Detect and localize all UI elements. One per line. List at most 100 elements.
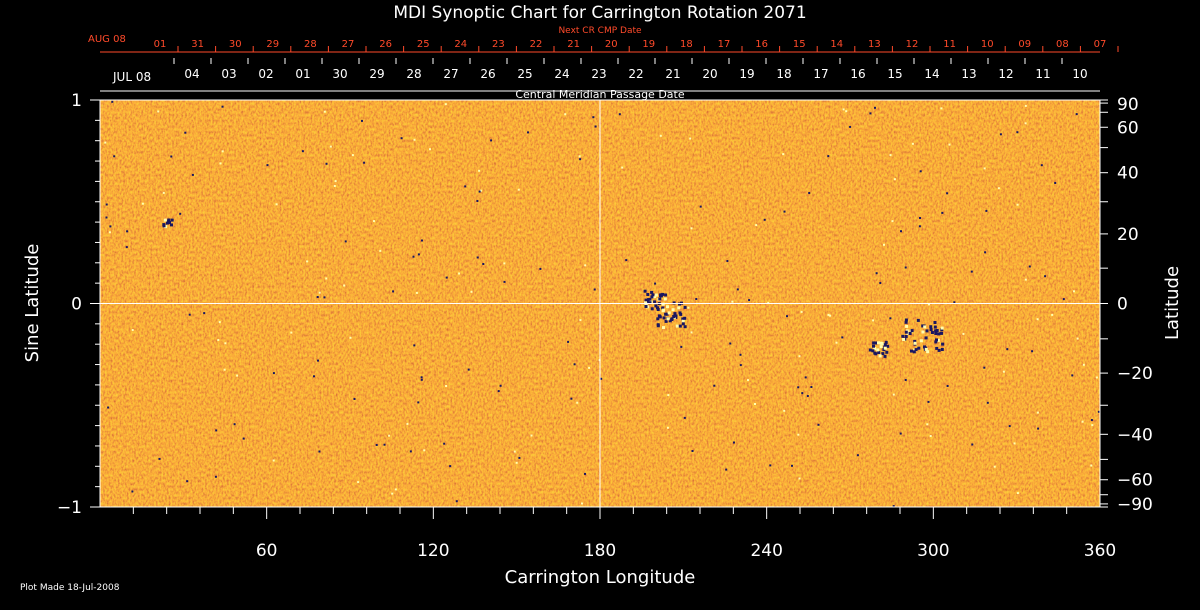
negative-flux-speck: [946, 192, 949, 195]
negative-flux-speck: [736, 288, 739, 291]
cmp-date-label: 28: [406, 67, 421, 81]
active-region-speck: [644, 305, 648, 308]
negative-flux-speck: [131, 490, 134, 493]
positive-flux-speck: [325, 277, 328, 280]
active-region-speck: [674, 314, 678, 318]
negative-flux-speck: [518, 456, 521, 459]
positive-flux-speck: [783, 409, 786, 412]
x-tick-label: 180: [584, 541, 616, 561]
negative-flux-speck: [791, 464, 793, 467]
positive-flux-speck: [1036, 411, 1039, 414]
negative-flux-speck: [797, 386, 800, 389]
negative-flux-speck: [476, 200, 479, 202]
next-cr-date-label: 29: [266, 39, 279, 50]
positive-flux-speck: [429, 148, 431, 151]
active-region-speck: [926, 350, 930, 354]
positive-flux-speck: [892, 393, 895, 396]
next-cr-date-label: 15: [793, 39, 806, 50]
negative-flux-speck: [618, 113, 621, 116]
active-region-speck: [653, 300, 657, 304]
active-region-speck: [648, 301, 652, 305]
cmp-date-label: 18: [776, 67, 791, 81]
positive-flux-speck: [530, 434, 533, 437]
negative-flux-speck: [874, 106, 876, 109]
negative-flux-speck: [625, 259, 628, 262]
negative-flux-speck: [179, 212, 182, 215]
next-cr-axis-title: Next CR CMP Date: [558, 26, 642, 36]
positive-flux-speck: [747, 379, 749, 382]
negative-flux-speck: [849, 125, 852, 128]
positive-flux-speck: [349, 336, 352, 339]
active-region-speck: [664, 293, 668, 297]
negative-flux-speck: [215, 429, 218, 432]
active-region-speck: [672, 315, 676, 318]
active-region-speck: [936, 338, 940, 342]
negative-flux-speck: [1062, 298, 1065, 301]
negative-flux-speck: [1075, 113, 1078, 116]
active-region-speck: [921, 330, 925, 334]
active-region-speck: [929, 328, 933, 331]
positive-flux-speck: [221, 150, 224, 153]
active-region-speck: [667, 311, 671, 315]
cmp-date-label: 13: [961, 67, 976, 81]
next-cr-date-label: 13: [868, 39, 881, 50]
y-tick-label-right: 20: [1117, 225, 1139, 245]
next-cr-date-label: 28: [304, 39, 317, 50]
positive-flux-speck: [445, 385, 448, 387]
active-region-speck: [930, 331, 934, 334]
negative-flux-speck: [361, 119, 363, 122]
active-region-speck: [644, 301, 647, 305]
cmp-date-label: 19: [739, 67, 754, 81]
plot-made-footnote: Plot Made 18-Jul-2008: [20, 583, 120, 593]
cmp-date-label: 30: [332, 67, 347, 81]
negative-flux-speck: [316, 296, 319, 298]
positive-flux-speck: [513, 450, 516, 453]
x-tick-label: 360: [1084, 541, 1116, 561]
active-region-speck: [874, 352, 878, 356]
active-region-speck: [170, 218, 174, 222]
positive-flux-speck: [579, 319, 582, 322]
x-tick-label: 240: [750, 541, 782, 561]
positive-flux-speck: [731, 300, 734, 303]
positive-flux-speck: [926, 423, 929, 426]
active-region-speck: [645, 300, 649, 304]
positive-flux-speck: [1024, 278, 1027, 281]
active-region-speck: [644, 298, 648, 302]
negative-flux-speck: [490, 139, 493, 142]
cmp-date-label: 17: [813, 67, 828, 81]
positive-flux-speck: [1091, 424, 1094, 427]
active-region-speck: [661, 306, 665, 310]
negative-flux-speck: [317, 359, 319, 362]
negative-flux-speck: [927, 400, 930, 403]
active-region-speck: [937, 348, 941, 352]
negative-flux-speck: [1090, 419, 1093, 421]
negative-flux-speck: [1040, 164, 1043, 167]
active-region-speck: [658, 315, 662, 319]
positive-flux-speck: [391, 492, 394, 495]
positive-flux-speck: [767, 301, 770, 304]
positive-flux-speck: [845, 110, 848, 113]
negative-flux-speck: [918, 225, 921, 228]
positive-flux-speck: [883, 243, 885, 246]
negative-flux-speck: [266, 164, 269, 167]
positive-flux-speck: [478, 169, 481, 172]
negative-flux-speck: [654, 282, 657, 285]
positive-flux-speck: [929, 435, 932, 437]
positive-flux-speck: [444, 103, 447, 106]
active-region-speck: [941, 342, 945, 346]
active-region-speck: [881, 352, 885, 356]
active-region-speck: [872, 341, 876, 345]
active-region-speck: [878, 354, 882, 358]
negative-flux-speck: [186, 480, 189, 483]
positive-flux-speck: [797, 433, 800, 436]
positive-flux-speck: [666, 426, 669, 429]
negative-flux-speck: [313, 375, 315, 378]
y-tick-label-right: 90: [1117, 95, 1139, 115]
active-region-speck: [914, 348, 918, 352]
active-region-speck: [666, 305, 669, 309]
cmp-date-label: 01: [295, 67, 310, 81]
positive-flux-speck: [515, 461, 518, 464]
positive-flux-speck: [800, 310, 803, 313]
active-region-speck: [654, 293, 658, 297]
next-cr-date-label: 01: [154, 39, 167, 50]
